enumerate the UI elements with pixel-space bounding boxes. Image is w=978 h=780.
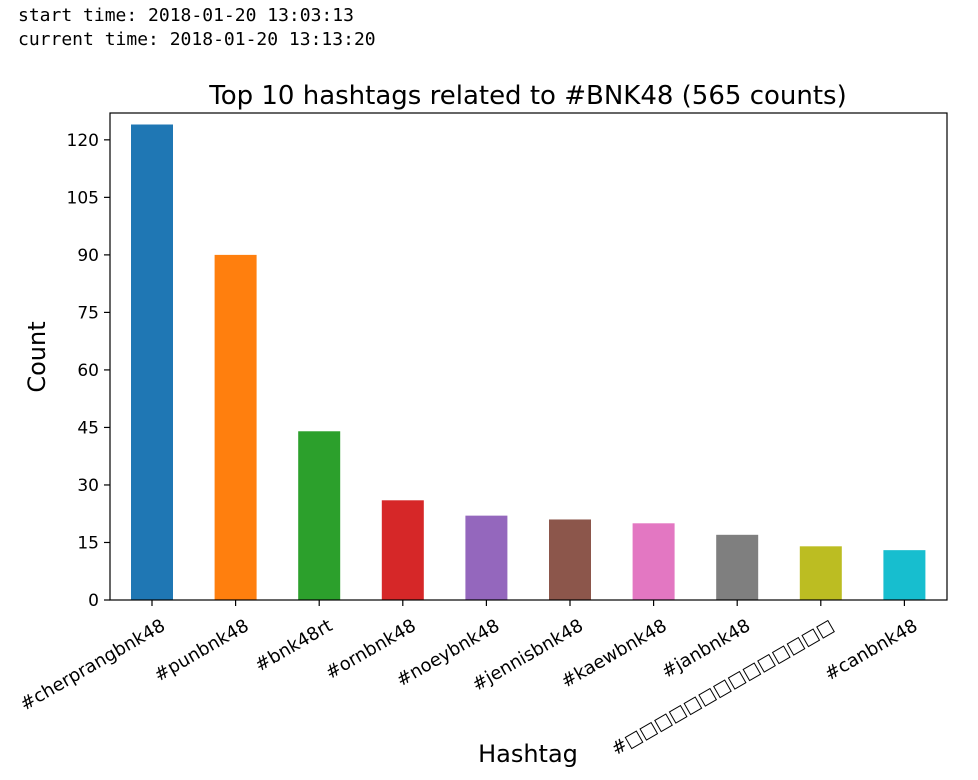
bar-3 — [381, 500, 424, 600]
y-axis: 0 15 30 45 60 75 90 105 120 — [67, 131, 110, 611]
bar-7 — [716, 534, 759, 600]
x-tick-label-0: #cherprangbnk48 — [17, 615, 169, 715]
x-tick-label-1: #punbnk48 — [151, 615, 253, 686]
bar-9 — [883, 550, 926, 600]
chart-title: Top 10 hashtags related to #BNK48 (565 c… — [208, 81, 847, 111]
y-tick-label-4: 60 — [77, 361, 99, 381]
time-header: start time: 2018-01-20 13:03:13 current … — [18, 4, 376, 52]
current-time-text: current time: 2018-01-20 13:13:20 — [18, 29, 376, 50]
x-axis-label: Hashtag — [478, 740, 578, 768]
y-tick-label-7: 105 — [67, 188, 99, 208]
bars-group — [131, 124, 926, 600]
bar-1 — [214, 254, 257, 600]
y-tick-label-8: 120 — [67, 131, 99, 151]
y-tick-label-3: 45 — [77, 418, 99, 438]
y-tick-label-6: 90 — [77, 246, 99, 266]
x-axis: #cherprangbnk48#punbnk48#bnk48rt#ornbnk4… — [17, 600, 921, 760]
bar-4 — [465, 515, 508, 600]
bar-2 — [298, 431, 341, 600]
bar-8 — [799, 546, 842, 600]
x-tick-label-9: #canbnk48 — [821, 615, 921, 685]
bar-5 — [549, 519, 591, 600]
y-tick-label-1: 15 — [77, 533, 99, 553]
y-tick-label-0: 0 — [88, 591, 99, 611]
y-tick-label-5: 75 — [77, 303, 99, 323]
plot-frame — [109, 112, 948, 601]
bar-6 — [632, 523, 675, 600]
y-axis-label: Count — [23, 321, 51, 392]
y-tick-label-2: 30 — [77, 476, 99, 496]
bar-0 — [131, 124, 173, 600]
start-time-text: start time: 2018-01-20 13:03:13 — [18, 5, 354, 26]
